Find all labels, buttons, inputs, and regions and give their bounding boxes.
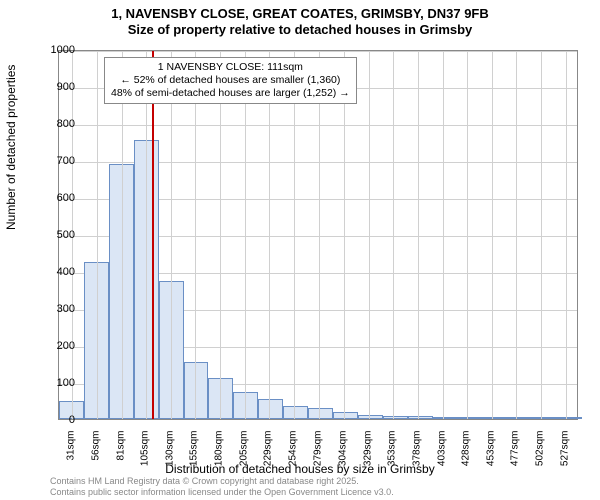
gridline-v bbox=[541, 51, 542, 419]
histogram-bar bbox=[358, 415, 383, 419]
xtick-label: 527sqm bbox=[560, 431, 571, 491]
histogram-bar bbox=[557, 417, 582, 419]
gridline-h bbox=[59, 125, 577, 126]
gridline-v bbox=[492, 51, 493, 419]
chart-title-block: 1, NAVENSBY CLOSE, GREAT COATES, GRIMSBY… bbox=[0, 0, 600, 39]
gridline-v bbox=[516, 51, 517, 419]
gridline-v bbox=[418, 51, 419, 419]
gridline-v bbox=[269, 51, 270, 419]
y-axis-label: Number of detached properties bbox=[4, 65, 18, 230]
histogram-bar bbox=[457, 417, 482, 419]
annotation-line1: 1 NAVENSBY CLOSE: 111sqm bbox=[111, 61, 350, 74]
gridline-v bbox=[146, 51, 147, 419]
annotation-box: 1 NAVENSBY CLOSE: 111sqm← 52% of detache… bbox=[104, 57, 357, 104]
xtick-label: 453sqm bbox=[486, 431, 497, 491]
histogram-bar bbox=[408, 416, 433, 419]
xtick-label: 378sqm bbox=[411, 431, 422, 491]
ytick-label: 0 bbox=[35, 414, 75, 426]
chart-plot-area: 1 NAVENSBY CLOSE: 111sqm← 52% of detache… bbox=[58, 50, 578, 420]
gridline-v bbox=[245, 51, 246, 419]
attribution-text: Contains HM Land Registry data © Crown c… bbox=[50, 476, 394, 498]
histogram-bar bbox=[308, 408, 333, 419]
histogram-bar bbox=[258, 399, 283, 419]
ytick-label: 500 bbox=[35, 229, 75, 241]
annotation-line2: ← 52% of detached houses are smaller (1,… bbox=[111, 74, 350, 87]
attribution-line1: Contains HM Land Registry data © Crown c… bbox=[50, 476, 394, 487]
chart-title-line1: 1, NAVENSBY CLOSE, GREAT COATES, GRIMSBY… bbox=[0, 6, 600, 22]
ytick-label: 100 bbox=[35, 377, 75, 389]
ytick-label: 300 bbox=[35, 303, 75, 315]
histogram-bar bbox=[383, 416, 408, 419]
gridline-v bbox=[393, 51, 394, 419]
xtick-label: 428sqm bbox=[461, 431, 472, 491]
ytick-label: 700 bbox=[35, 155, 75, 167]
xtick-label: 477sqm bbox=[510, 431, 521, 491]
ytick-label: 600 bbox=[35, 192, 75, 204]
gridline-v bbox=[319, 51, 320, 419]
ytick-label: 400 bbox=[35, 266, 75, 278]
histogram-bar bbox=[283, 406, 308, 419]
marker-line bbox=[152, 51, 154, 419]
gridline-v bbox=[171, 51, 172, 419]
attribution-line2: Contains public sector information licen… bbox=[50, 487, 394, 498]
gridline-v bbox=[122, 51, 123, 419]
gridline-h bbox=[59, 51, 577, 52]
gridline-v bbox=[294, 51, 295, 419]
gridline-v bbox=[566, 51, 567, 419]
xtick-label: 403sqm bbox=[436, 431, 447, 491]
gridline-v bbox=[369, 51, 370, 419]
ytick-label: 200 bbox=[35, 340, 75, 352]
ytick-label: 800 bbox=[35, 118, 75, 130]
gridline-v bbox=[220, 51, 221, 419]
chart-title-line2: Size of property relative to detached ho… bbox=[0, 22, 600, 38]
histogram-bar bbox=[507, 417, 532, 419]
gridline-v bbox=[344, 51, 345, 419]
histogram-bar bbox=[333, 412, 358, 419]
histogram-bar bbox=[532, 417, 557, 419]
ytick-label: 900 bbox=[35, 81, 75, 93]
xtick-label: 502sqm bbox=[535, 431, 546, 491]
annotation-line3: 48% of semi-detached houses are larger (… bbox=[111, 87, 350, 100]
histogram-bar bbox=[433, 417, 458, 419]
gridline-v bbox=[443, 51, 444, 419]
histogram-bar bbox=[482, 417, 507, 419]
gridline-v bbox=[467, 51, 468, 419]
ytick-label: 1000 bbox=[35, 44, 75, 56]
gridline-v bbox=[97, 51, 98, 419]
gridline-v bbox=[195, 51, 196, 419]
